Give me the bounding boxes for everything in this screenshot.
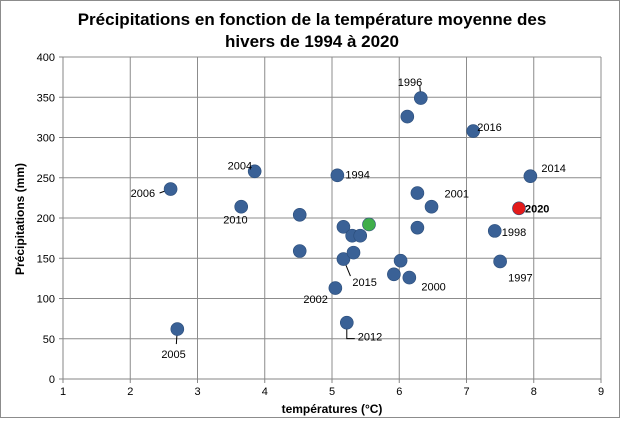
data-label: 2004 xyxy=(228,160,252,172)
data-point xyxy=(493,254,507,269)
data-label: 1997 xyxy=(508,272,532,284)
data-label: 2016 xyxy=(477,122,501,134)
data-point xyxy=(346,245,361,260)
axes xyxy=(59,56,602,383)
data-point xyxy=(487,224,502,238)
data-label: 2014 xyxy=(541,163,565,175)
x-tick-label: 2 xyxy=(127,386,133,398)
data-labels: 2006 2005 2010 2004 2002 1994 2015 2012 2000 1996… xyxy=(131,77,566,361)
label-leader-line xyxy=(346,328,355,340)
x-tick-label: 5 xyxy=(329,386,335,398)
data-point xyxy=(387,267,401,282)
data-point xyxy=(163,182,178,196)
data-label: 2001 xyxy=(445,189,469,201)
data-point xyxy=(410,186,425,200)
label-leaders xyxy=(159,85,422,345)
x-tick-label: 8 xyxy=(531,386,537,398)
data-label: 2015 xyxy=(352,277,376,289)
y-tick-label: 50 xyxy=(43,334,55,346)
x-axis-label: températures (°C) xyxy=(282,402,383,416)
data-label: 2005 xyxy=(161,349,185,361)
x-tick-label: 3 xyxy=(194,386,200,398)
y-tick-label: 150 xyxy=(37,253,55,265)
data-label: 2006 xyxy=(131,188,155,200)
data-point xyxy=(328,281,343,295)
data-point xyxy=(512,201,526,216)
data-point xyxy=(292,244,307,258)
x-tick-label: 6 xyxy=(396,386,402,398)
data-point xyxy=(362,217,376,232)
chart-title-line: Précipitations en fonction de la tempéra… xyxy=(78,10,547,29)
data-point xyxy=(413,91,428,105)
data-point xyxy=(330,168,345,183)
tick-labels: 1 2 3 4 5 6 7 8 9 0 50 100 150 200 250 300 350 400 xyxy=(37,52,604,398)
x-tick-label: 7 xyxy=(463,386,469,398)
x-tick-label: 9 xyxy=(598,386,604,398)
data-point xyxy=(353,228,368,243)
data-point xyxy=(234,199,249,214)
data-points xyxy=(163,91,538,336)
data-label: 2002 xyxy=(303,294,327,306)
data-point xyxy=(292,207,307,222)
data-point xyxy=(466,124,481,138)
data-point xyxy=(339,315,354,330)
data-label: 2012 xyxy=(358,332,382,344)
data-label: 1998 xyxy=(502,227,526,239)
data-point xyxy=(170,322,185,336)
data-label: 2010 xyxy=(223,215,247,227)
data-point xyxy=(393,253,408,268)
x-tick-label: 1 xyxy=(60,386,66,398)
data-point xyxy=(424,199,439,214)
data-point xyxy=(400,109,415,124)
data-point xyxy=(410,220,425,235)
data-label: 2020 xyxy=(525,203,549,215)
data-label: 2000 xyxy=(421,282,445,294)
chart-title-line: hivers de 1994 à 2020 xyxy=(225,32,399,51)
y-tick-label: 400 xyxy=(37,52,55,64)
data-point xyxy=(336,252,351,266)
y-tick-label: 250 xyxy=(37,173,55,185)
data-point xyxy=(523,169,538,183)
y-tick-label: 300 xyxy=(37,133,55,145)
data-label: 1994 xyxy=(345,169,369,181)
y-tick-label: 100 xyxy=(37,294,55,306)
data-point xyxy=(247,164,262,179)
y-tick-label: 350 xyxy=(37,92,55,104)
y-tick-label: 0 xyxy=(49,374,55,386)
y-axis-label: Précipitations (mm) xyxy=(13,163,27,275)
y-tick-label: 200 xyxy=(37,213,55,225)
chart-title: Précipitations en fonction de la tempéra… xyxy=(78,10,547,51)
x-tick-label: 4 xyxy=(262,386,268,398)
data-point xyxy=(402,270,417,285)
grid-lines xyxy=(63,56,602,379)
data-point xyxy=(336,220,351,234)
data-label: 1996 xyxy=(398,77,422,89)
